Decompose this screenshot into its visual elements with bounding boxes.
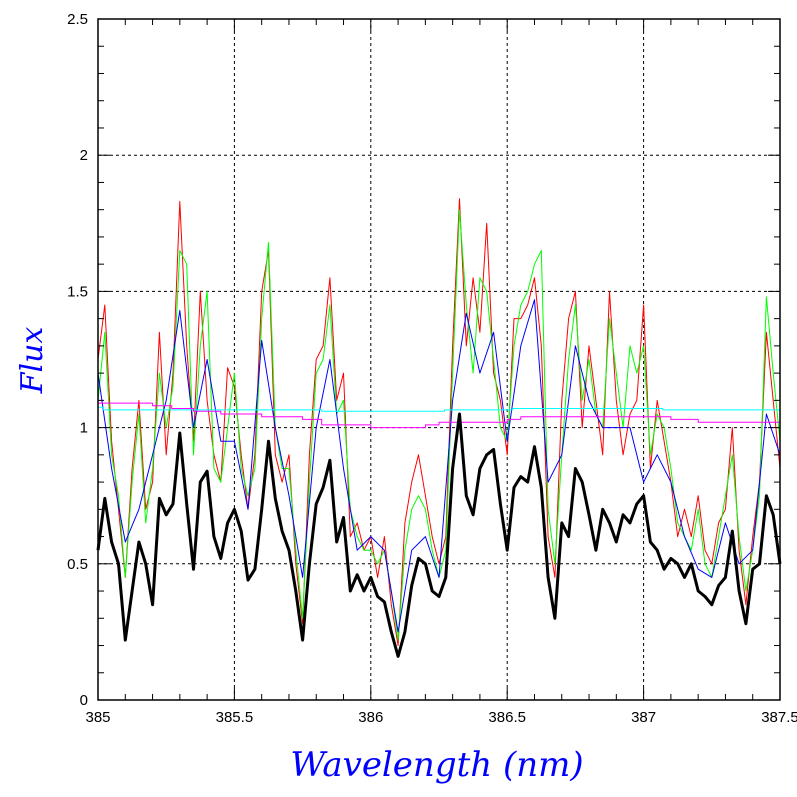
y-tick-label: 2 [80, 147, 88, 164]
series-line-5 [96, 412, 782, 658]
y-tick-label: 0 [80, 692, 88, 709]
y-tick-labels: 0 0.5 1 1.5 2 2.5 [67, 11, 88, 709]
y-tick-label: 1 [80, 420, 88, 437]
ticks [97, 18, 781, 701]
x-tick-label: 387 [631, 709, 656, 726]
series-line-2 [97, 299, 781, 633]
series-line-3 [98, 406, 780, 412]
x-tick-label: 386.5 [488, 709, 526, 726]
y-tick-label: 1.5 [67, 283, 88, 300]
series-line-0 [97, 198, 781, 646]
series-line-4 [98, 402, 780, 429]
series-group [96, 198, 782, 658]
y-tick-label: 2.5 [67, 11, 88, 28]
x-tick-label: 385 [85, 709, 110, 726]
x-tick-label: 385.5 [216, 709, 254, 726]
x-tick-labels: 385 385.5 386 386.5 387 387.5 [85, 709, 797, 726]
x-tick-label: 387.5 [761, 709, 797, 726]
y-axis-label: Flux [15, 327, 50, 395]
plot-frame [97, 18, 781, 701]
y-tick-label: 0.5 [67, 556, 88, 573]
x-tick-label: 386 [358, 709, 383, 726]
x-axis-label: Wavelength (nm) [290, 745, 583, 785]
